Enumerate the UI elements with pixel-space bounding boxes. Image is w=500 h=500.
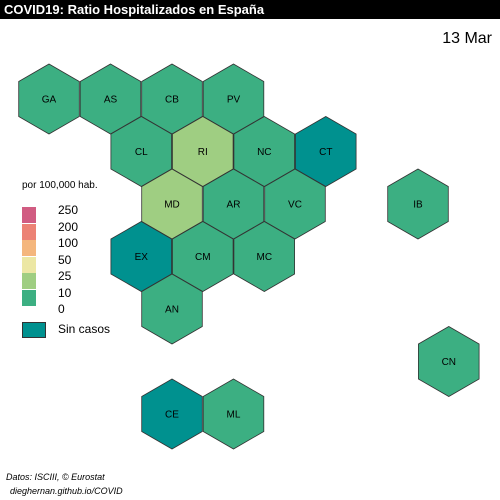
region-label-pv: PV: [227, 95, 241, 106]
region-hex-ml: [202, 378, 265, 450]
region-label-ib: IB: [413, 200, 423, 211]
legend-break-label: 200: [58, 219, 79, 234]
region-label-nc: NC: [257, 147, 271, 158]
region-label-md: MD: [164, 200, 180, 211]
region-ml: ML: [202, 378, 265, 450]
region-hex-ib: [387, 168, 449, 240]
region-hex-cm: [171, 221, 234, 292]
region-an: AN: [141, 273, 203, 345]
date-label: 13 Mar: [442, 30, 492, 47]
region-nc: NC: [233, 116, 296, 187]
legend-swatch-4: [22, 273, 36, 289]
legend-break-label: 250: [58, 203, 79, 217]
legend-break-label: 25: [58, 269, 72, 283]
legend-no-cases-swatch: [22, 322, 46, 338]
region-ib: IB: [387, 168, 449, 240]
region-ce: CE: [141, 378, 203, 450]
legend-break-label: 100: [58, 236, 79, 250]
region-cm: CM: [171, 221, 234, 292]
region-label-cm: CM: [195, 252, 211, 263]
legend-break-label: 10: [58, 285, 72, 300]
legend-swatch-5: [22, 289, 36, 306]
region-ga: GA: [18, 63, 80, 135]
legend-swatch-2: [22, 240, 36, 256]
region-hex-ct: [294, 116, 357, 187]
region-hex-mc: [233, 221, 296, 292]
title-bar: COVID19: Ratio Hospitalizados en España: [0, 0, 500, 19]
region-label-cn: CN: [442, 357, 456, 368]
legend-swatch-1: [22, 223, 36, 240]
legend-title: por 100,000 hab.: [22, 180, 98, 191]
region-label-an: AN: [165, 305, 179, 316]
region-hex-cn: [417, 326, 480, 397]
legend-swatch-0: [22, 207, 36, 223]
region-hex-an: [141, 273, 203, 345]
region-hex-ce: [141, 378, 203, 450]
region-label-vc: VC: [288, 200, 302, 211]
region-label-mc: MC: [257, 252, 273, 263]
region-label-ct: CT: [319, 147, 332, 158]
legend-break-label: 50: [58, 252, 72, 267]
region-label-ar: AR: [227, 200, 241, 211]
region-label-as: AS: [104, 95, 118, 106]
region-hex-ga: [18, 63, 80, 135]
region-label-ml: ML: [227, 410, 241, 421]
region-cn: CN: [417, 326, 480, 397]
region-label-ri: RI: [198, 147, 208, 158]
source-credit: Datos: ISCIII, © Eurostat: [6, 472, 105, 482]
legend-no-cases-label: Sin casos: [58, 322, 111, 336]
region-label-ex: EX: [135, 252, 149, 263]
region-ct: CT: [294, 116, 357, 187]
source-url: dieghernan.github.io/COVID: [10, 486, 123, 496]
region-hex-nc: [233, 116, 296, 187]
map-title: COVID19: Ratio Hospitalizados en España: [4, 2, 265, 17]
region-mc: MC: [233, 221, 296, 292]
legend-break-label: 0: [58, 302, 65, 316]
region-label-ce: CE: [165, 410, 179, 421]
region-label-cb: CB: [165, 95, 179, 106]
region-label-cl: CL: [135, 147, 148, 158]
region-label-ga: GA: [42, 95, 57, 106]
legend-swatch-3: [22, 256, 36, 273]
